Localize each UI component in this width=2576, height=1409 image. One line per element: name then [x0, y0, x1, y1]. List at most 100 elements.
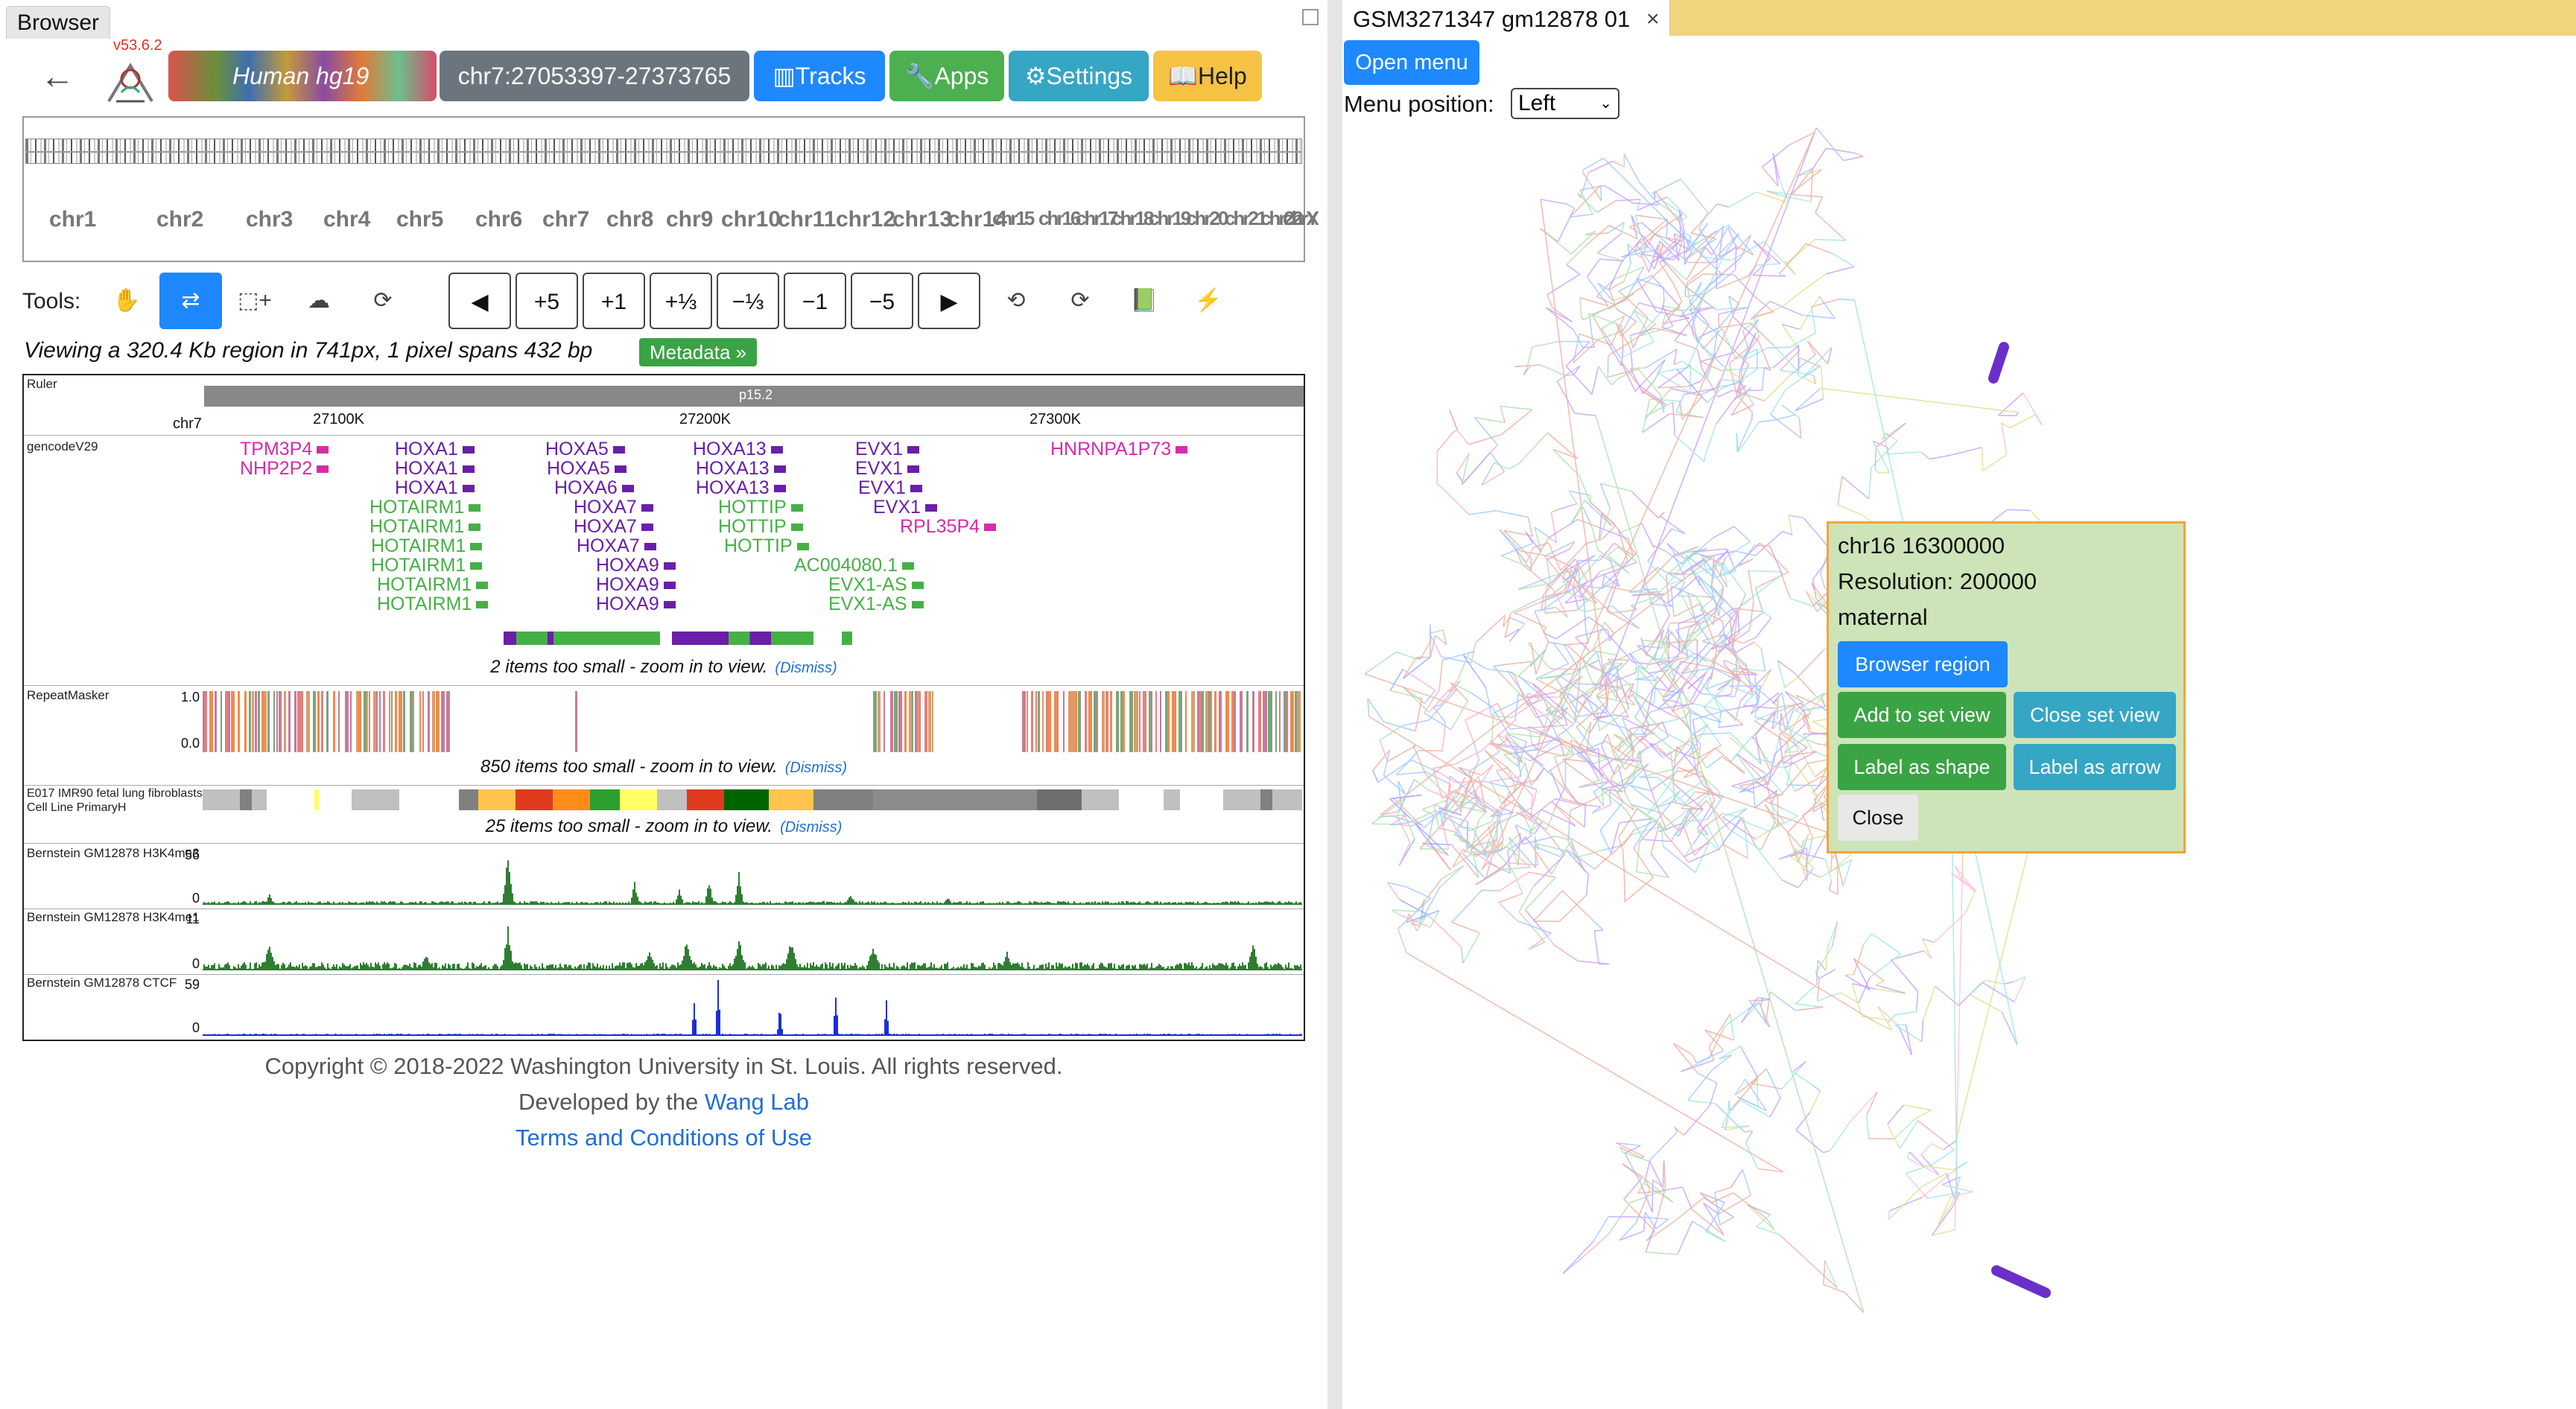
track-container[interactable]: Ruler p15.2 chr7 27100K 27200K 27300K ge…	[22, 374, 1305, 1041]
chromosome-label[interactable]: chr8	[606, 207, 654, 232]
chromosome-label[interactable]: chr14	[948, 207, 1008, 232]
chromosome-label[interactable]: chr7	[542, 207, 590, 232]
viewer-tab[interactable]: GSM3271347 gm12878 01 ×	[1342, 0, 1670, 36]
back-arrow-icon[interactable]: ←	[40, 57, 74, 95]
chromosome-label[interactable]: chr11	[778, 207, 837, 232]
minimize-icon[interactable]	[1302, 9, 1319, 25]
gene-label[interactable]: HOXA6	[554, 478, 634, 497]
menu-position-select[interactable]: Left ⌄	[1511, 88, 1619, 119]
gene-label[interactable]: HOXA5	[547, 459, 626, 478]
gene-label[interactable]: HOTAIRM1	[377, 594, 488, 614]
gene-label[interactable]: HOTAIRM1	[369, 497, 480, 517]
gene-label[interactable]: HOXA7	[574, 497, 653, 517]
gene-label[interactable]: HOTAIRM1	[369, 517, 480, 536]
zoom-out-5-button[interactable]: −5	[851, 273, 913, 329]
chromosome-label[interactable]: chr19	[1149, 207, 1191, 229]
lightning-button[interactable]: ⚡	[1177, 273, 1240, 329]
ideogram[interactable]	[25, 139, 1302, 164]
gene-label[interactable]: AC004080.1	[794, 556, 914, 575]
open-menu-button[interactable]: Open menu	[1344, 40, 1479, 85]
gene-label[interactable]: EVX1	[858, 478, 922, 497]
chromosome-navigator[interactable]: chr1 chr2 chr3 chr4 chr5 chr6 chr7 chr8 chr9 chr1…	[22, 116, 1319, 262]
wang-lab-link[interactable]: Wang Lab	[704, 1089, 810, 1115]
gene-label[interactable]: HOXA1	[395, 459, 475, 478]
chromosome-label[interactable]: chr1	[49, 207, 97, 232]
gene-label[interactable]: RPL35P4	[900, 517, 996, 536]
dismiss-link[interactable]: (Dismiss)	[780, 819, 843, 836]
chromosome-label[interactable]: chr5	[396, 207, 444, 232]
repeatmasker-track[interactable]	[203, 691, 1304, 752]
apps-button[interactable]: 🔧Apps	[889, 51, 1004, 101]
dismiss-link[interactable]: (Dismiss)	[775, 660, 837, 676]
region-marker[interactable]	[1988, 342, 2009, 384]
terms-link[interactable]: Terms and Conditions of Use	[515, 1125, 813, 1151]
zoom-in-third-button[interactable]: +⅓	[650, 273, 712, 329]
gene-label[interactable]: EVX1	[855, 439, 919, 459]
chromosome-label[interactable]: chrY	[1283, 207, 1319, 229]
gene-label[interactable]: HOXA5	[545, 439, 625, 459]
gene-label[interactable]: HOTTIP	[724, 536, 809, 556]
browser-tab[interactable]: Browser	[6, 6, 111, 39]
gene-label[interactable]: HOXA9	[596, 594, 676, 614]
session-bundle-button[interactable]: 📗	[1113, 273, 1176, 329]
h3k4me3-signal[interactable]	[203, 846, 1304, 907]
gene-label[interactable]: HOXA9	[596, 575, 676, 594]
chromosome-label[interactable]: chr4	[323, 207, 371, 232]
label-as-shape-button[interactable]: Label as shape	[1838, 744, 2006, 790]
gene-label[interactable]: NHP2P2	[240, 459, 329, 478]
pan-left-button[interactable]: ◀	[448, 273, 511, 329]
close-icon[interactable]: ×	[1646, 7, 1660, 31]
h3k4me1-signal[interactable]	[203, 910, 1304, 973]
undo-button[interactable]: ⟲	[985, 273, 1047, 329]
region-button[interactable]: chr7:27053397-27373765	[440, 51, 749, 101]
chromosome-label[interactable]: chr22	[1260, 207, 1303, 229]
gene-label[interactable]: HOXA7	[574, 517, 653, 536]
zoom-region-tool-button[interactable]: ⬚+	[223, 273, 286, 329]
metadata-button[interactable]: Metadata »	[639, 338, 758, 366]
dismiss-link[interactable]: (Dismiss)	[784, 760, 848, 776]
label-as-arrow-button[interactable]: Label as arrow	[2014, 744, 2176, 790]
region-marker[interactable]	[1991, 1265, 2051, 1298]
drag-tool-button[interactable]: ✋	[95, 273, 158, 329]
gene-label[interactable]: HOTTIP	[718, 497, 803, 517]
zoom-out-third-button[interactable]: −⅓	[717, 273, 779, 329]
chromosome-label[interactable]: chr20	[1186, 207, 1228, 229]
zoom-out-1-button[interactable]: −1	[784, 273, 846, 329]
gene-label[interactable]: EVX1	[855, 459, 919, 478]
chromosome-label[interactable]: chr18	[1111, 207, 1154, 229]
chromosome-label[interactable]: chr13	[892, 207, 953, 232]
gene-label[interactable]: HNRNPA1P73	[1050, 439, 1187, 459]
help-button[interactable]: 📖Help	[1153, 51, 1262, 101]
gene-label[interactable]: HOXA1	[395, 478, 475, 497]
gene-label[interactable]: EVX1	[873, 497, 937, 517]
gene-label[interactable]: HOXA13	[693, 439, 783, 459]
gene-label[interactable]: EVX1-AS	[828, 575, 924, 594]
zoom-in-5-button[interactable]: +5	[515, 273, 578, 329]
panel-splitter[interactable]	[1327, 0, 1342, 1409]
chromosome-label[interactable]: chr6	[475, 207, 523, 232]
gene-label[interactable]: TPM3P4	[240, 439, 329, 459]
chromosome-label[interactable]: chr15	[992, 207, 1035, 229]
chromosome-label[interactable]: chr12	[836, 207, 896, 232]
redo-button[interactable]: ⟳	[1049, 273, 1111, 329]
browser-region-button[interactable]: Browser region	[1838, 641, 2008, 687]
chromosome-label[interactable]: chr2	[156, 207, 204, 232]
gene-label[interactable]: HOXA9	[596, 556, 676, 575]
chromosome-label[interactable]: chrX	[1283, 207, 1319, 229]
gene-label[interactable]: HOXA7	[577, 536, 656, 556]
close-set-view-button[interactable]: Close set view	[2014, 692, 2176, 738]
add-to-set-view-button[interactable]: Add to set view	[1838, 692, 2006, 738]
gene-label[interactable]: HOTAIRM1	[371, 556, 482, 575]
gene-label[interactable]: HOTTIP	[718, 517, 803, 536]
settings-button[interactable]: ⚙Settings	[1009, 51, 1149, 101]
tracks-button[interactable]: ▥Tracks	[754, 51, 885, 101]
chromhmm-track[interactable]	[203, 789, 1304, 810]
gene-label[interactable]: HOXA1	[395, 439, 475, 459]
gene-label[interactable]: HOTAIRM1	[377, 575, 488, 594]
gene-label[interactable]: HOTAIRM1	[371, 536, 482, 556]
reset-tool-button[interactable]: ⟳	[352, 273, 414, 329]
pan-right-button[interactable]: ▶	[918, 273, 980, 329]
genome-button[interactable]: Human hg19	[168, 51, 437, 101]
gene-label[interactable]: HOXA13	[696, 478, 786, 497]
chromosome-label[interactable]: chr9	[666, 207, 714, 232]
